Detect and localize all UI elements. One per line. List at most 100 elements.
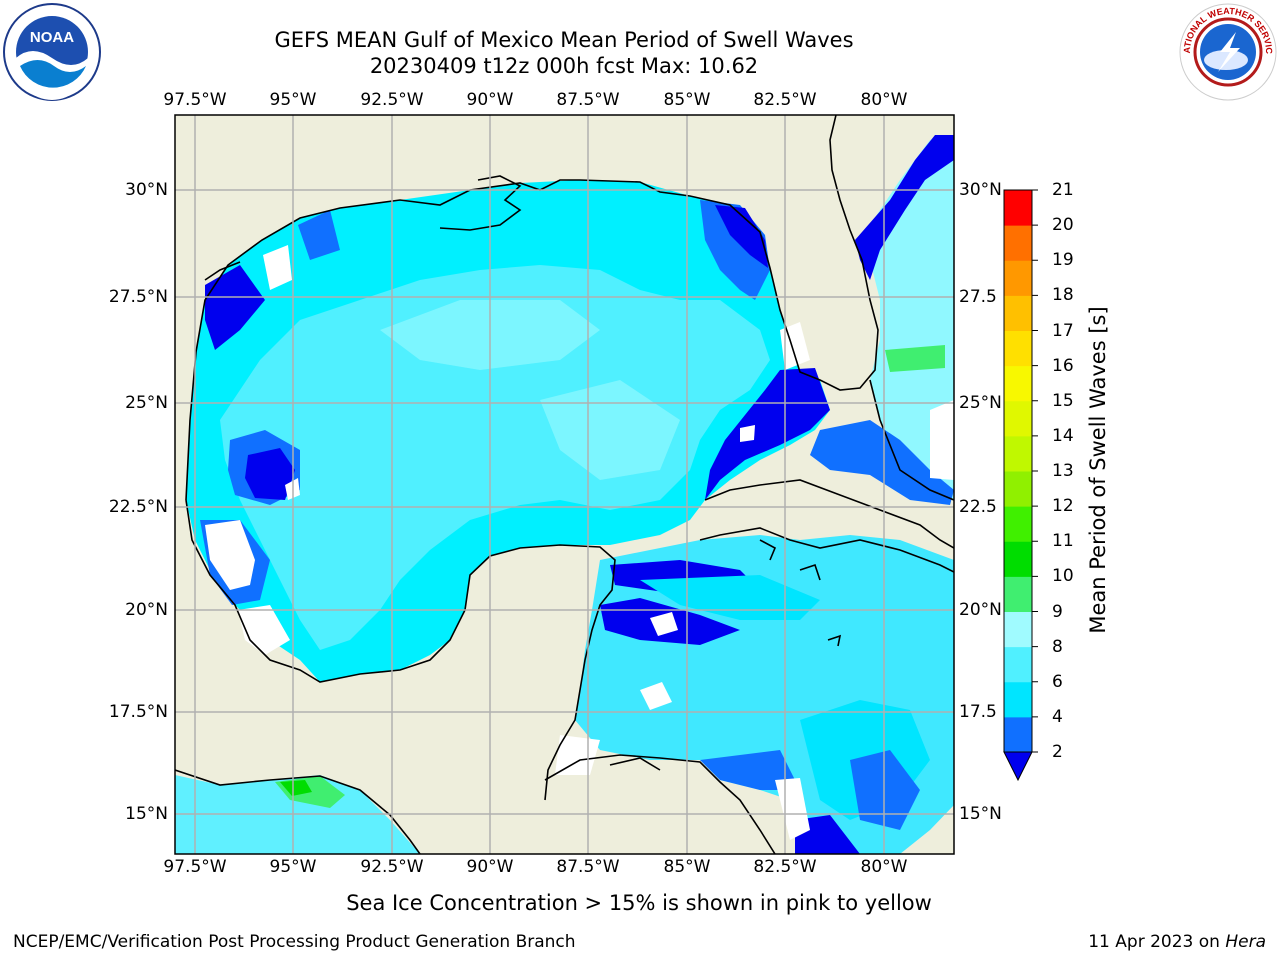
y-tick-left: 27.5°N [108, 287, 168, 307]
colorbar-segment [1004, 611, 1032, 648]
colorbar-tick-label: 21 [1052, 180, 1074, 200]
x-tick-top: 95°W [269, 90, 317, 110]
colorbar-tick-label: 2 [1052, 742, 1063, 762]
colorbar-tick-label: 6 [1052, 671, 1063, 692]
colorbar-tick-label: 13 [1052, 461, 1074, 481]
x-tick-top: 92.5°W [360, 90, 424, 110]
nws-logo: NATIONAL WEATHER SERVICE [1178, 2, 1277, 101]
colorbar-tick-label: 14 [1052, 425, 1074, 446]
y-tick-left: 22.5°N [108, 497, 168, 517]
colorbar-tick-label: 19 [1052, 250, 1074, 271]
colorbar-segment [1004, 435, 1032, 472]
carib-dark-south [795, 815, 860, 854]
y-tick-left: 20°N [125, 600, 168, 620]
y-tick-right: 17.5 [959, 702, 997, 722]
gulf-dark-west [205, 265, 265, 350]
colorbar-tick-label: 9 [1052, 601, 1063, 622]
gulf-lighter-patch-2 [540, 380, 680, 480]
colorbar-tick-label: 18 [1052, 285, 1074, 306]
x-tick-bottom: 95°W [269, 857, 317, 877]
atlantic-dark-band [855, 135, 954, 280]
gulf-light-region [220, 265, 770, 650]
x-tick-bottom: 80°W [860, 857, 908, 877]
x-tick-bottom: 82.5°W [753, 857, 817, 877]
undefined-patch [930, 400, 954, 480]
x-tick-top: 82.5°W [753, 90, 817, 110]
undefined-patch [775, 778, 810, 840]
x-tick-top: 85°W [663, 90, 711, 110]
colorbar-segment [1004, 646, 1032, 683]
colorbar-segment [1004, 225, 1032, 261]
x-tick-bottom: 90°W [466, 857, 514, 877]
map-subtitle: 20230409 t12z 000h fcst Max: 10.62 [369, 54, 759, 78]
carib-cyan-band [640, 575, 820, 620]
svg-text:NOAA: NOAA [30, 29, 74, 46]
colorbar-segment [1004, 295, 1032, 331]
colorbar-tick-label: 15 [1052, 390, 1074, 411]
y-tick-right: 20°N [959, 600, 1002, 620]
gulf-dark-east-core [715, 205, 768, 268]
y-tick-left: 30°N [125, 180, 168, 200]
x-tick-top: 90°W [466, 90, 514, 110]
bahamas-blue [810, 420, 954, 505]
map-frame [174, 114, 955, 855]
y-tick-left: 17.5°N [108, 702, 168, 722]
colorbar-tick-label: 10 [1052, 566, 1074, 587]
gulf-dark-core [245, 448, 295, 500]
colorbar-segment [1004, 190, 1032, 226]
x-tick-top: 80°W [860, 90, 908, 110]
atlantic-green-patch [885, 345, 945, 372]
y-tick-left: 15°N [125, 804, 168, 824]
y-tick-left: 25°N [125, 393, 168, 413]
y-tick-right: 25°N [959, 393, 1002, 413]
x-tick-bottom: 85°W [663, 857, 711, 877]
footer-host: Hera [1225, 932, 1266, 952]
colorbar-tick-label: 20 [1052, 215, 1074, 236]
pacific-bright-green [280, 780, 312, 796]
colorbar-tick-label: 17 [1052, 320, 1074, 341]
colorbar-title: Mean Period of Swell Waves [s] [1086, 306, 1110, 634]
gridlines [175, 115, 954, 854]
footer-date-text: 11 Apr 2023 on [1088, 932, 1220, 952]
colorbar-under-arrow [1003, 751, 1033, 782]
footer-date: 11 Apr 2023 on Hera [1088, 932, 1266, 952]
gulf-blue-nw [298, 210, 340, 260]
colorbar-segment [1004, 716, 1032, 753]
undefined-patch [205, 520, 255, 590]
undefined-patch [238, 605, 290, 655]
y-tick-right: 30°N [959, 180, 1002, 200]
x-tick-bottom: 97.5°W [163, 857, 227, 877]
colorbar-segment [1004, 506, 1032, 542]
florida-strait-dark [705, 368, 830, 500]
map-title: GEFS MEAN Gulf of Mexico Mean Period of … [274, 28, 854, 52]
colorbar-tick-label: 4 [1052, 706, 1063, 727]
x-tick-bottom: 92.5°W [360, 857, 424, 877]
x-tick-top: 97.5°W [163, 90, 227, 110]
carib-blue-patch [850, 750, 920, 830]
undefined-patch [640, 682, 672, 710]
colorbar-tick-label: 12 [1052, 496, 1074, 517]
x-tick-bottom: 87.5°W [556, 857, 620, 877]
colorbar-tick-label: 16 [1052, 355, 1074, 376]
sea-ice-note: Sea Ice Concentration > 15% is shown in … [346, 891, 932, 915]
colorbar-segment [1004, 260, 1032, 296]
colorbar-segment [1004, 400, 1032, 437]
footer-credit: NCEP/EMC/Verification Post Processing Pr… [13, 932, 576, 952]
undefined-patch [263, 245, 292, 290]
colorbar-tick-label: 11 [1052, 531, 1074, 552]
y-tick-right: 15°N [959, 804, 1002, 824]
colorbar-segment [1004, 330, 1032, 367]
colorbar-segment [1004, 681, 1032, 718]
colorbar-segment [1004, 365, 1032, 402]
noaa-logo: NOAA [3, 3, 101, 101]
undefined-patch [740, 425, 755, 442]
y-tick-right: 27.5 [959, 287, 997, 307]
colorbar-segment [1004, 576, 1032, 612]
x-tick-top: 87.5°W [556, 90, 620, 110]
colorbar-tick-label: 8 [1052, 636, 1063, 657]
undefined-patch [650, 612, 678, 636]
colorbar-segment [1004, 541, 1032, 577]
colorbar-segment [1004, 471, 1032, 507]
